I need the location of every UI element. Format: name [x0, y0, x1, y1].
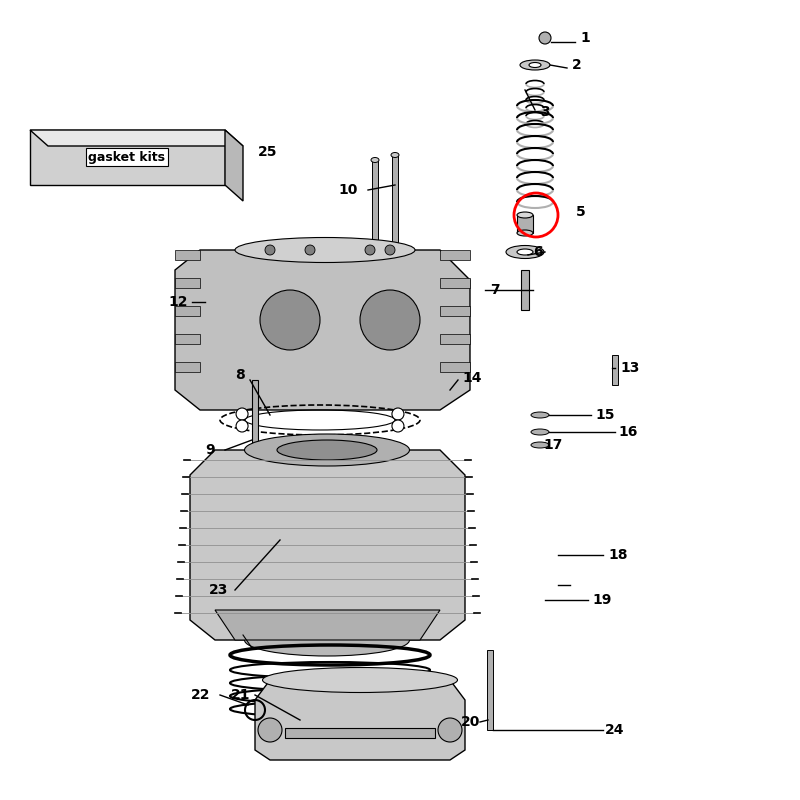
- Ellipse shape: [245, 434, 410, 466]
- Polygon shape: [612, 355, 618, 385]
- Circle shape: [392, 408, 404, 420]
- Circle shape: [438, 718, 462, 742]
- Polygon shape: [517, 215, 533, 233]
- Text: 13: 13: [620, 361, 639, 375]
- Polygon shape: [440, 278, 470, 288]
- Text: 5: 5: [576, 205, 586, 219]
- Polygon shape: [175, 362, 200, 372]
- Text: 1: 1: [580, 31, 590, 45]
- Polygon shape: [392, 155, 398, 255]
- Ellipse shape: [245, 624, 410, 656]
- Text: 7: 7: [490, 283, 500, 297]
- Polygon shape: [521, 270, 529, 310]
- Circle shape: [360, 290, 420, 350]
- Text: 3: 3: [540, 105, 550, 119]
- Ellipse shape: [520, 60, 550, 70]
- Circle shape: [385, 245, 395, 255]
- Polygon shape: [30, 130, 243, 146]
- Ellipse shape: [391, 153, 399, 158]
- Polygon shape: [237, 458, 273, 470]
- Polygon shape: [440, 306, 470, 316]
- Ellipse shape: [517, 212, 533, 218]
- Polygon shape: [440, 250, 470, 260]
- Circle shape: [260, 290, 320, 350]
- Polygon shape: [252, 380, 258, 460]
- Polygon shape: [225, 130, 243, 201]
- Text: 21: 21: [230, 688, 250, 702]
- Polygon shape: [285, 728, 435, 738]
- Circle shape: [236, 420, 248, 432]
- Ellipse shape: [277, 440, 377, 460]
- Polygon shape: [190, 450, 465, 640]
- Text: 15: 15: [595, 408, 614, 422]
- Text: 25: 25: [258, 145, 278, 159]
- Ellipse shape: [531, 429, 549, 435]
- Ellipse shape: [517, 230, 533, 236]
- Ellipse shape: [371, 158, 379, 162]
- Polygon shape: [175, 334, 200, 344]
- Polygon shape: [487, 650, 493, 730]
- Circle shape: [365, 245, 375, 255]
- Text: 23: 23: [209, 583, 228, 597]
- Polygon shape: [440, 334, 470, 344]
- Polygon shape: [175, 278, 200, 288]
- Text: 6: 6: [533, 245, 542, 259]
- Ellipse shape: [262, 667, 458, 693]
- Ellipse shape: [517, 249, 533, 255]
- Polygon shape: [440, 362, 470, 372]
- Polygon shape: [255, 680, 465, 760]
- Polygon shape: [175, 250, 200, 260]
- Text: 24: 24: [605, 723, 625, 737]
- Text: 8: 8: [235, 368, 245, 382]
- Text: 17: 17: [543, 438, 562, 452]
- Circle shape: [392, 420, 404, 432]
- Text: 19: 19: [592, 593, 611, 607]
- Text: 2: 2: [572, 58, 582, 72]
- Circle shape: [305, 245, 315, 255]
- Ellipse shape: [506, 246, 544, 258]
- Text: 14: 14: [462, 371, 482, 385]
- Text: 10: 10: [338, 183, 358, 197]
- Ellipse shape: [235, 238, 415, 262]
- Circle shape: [539, 32, 551, 44]
- Circle shape: [265, 245, 275, 255]
- Text: gasket kits: gasket kits: [89, 150, 166, 163]
- Ellipse shape: [531, 442, 549, 448]
- Text: 22: 22: [190, 688, 210, 702]
- Ellipse shape: [529, 62, 541, 67]
- Polygon shape: [372, 160, 378, 260]
- Polygon shape: [215, 610, 440, 640]
- Ellipse shape: [531, 412, 549, 418]
- Polygon shape: [30, 130, 225, 185]
- Text: 18: 18: [608, 548, 627, 562]
- Polygon shape: [175, 250, 470, 410]
- Text: 12: 12: [169, 295, 188, 309]
- Circle shape: [258, 718, 282, 742]
- Text: 20: 20: [461, 715, 480, 729]
- Circle shape: [236, 408, 248, 420]
- Polygon shape: [175, 306, 200, 316]
- Text: 9: 9: [206, 443, 215, 457]
- Text: 16: 16: [618, 425, 638, 439]
